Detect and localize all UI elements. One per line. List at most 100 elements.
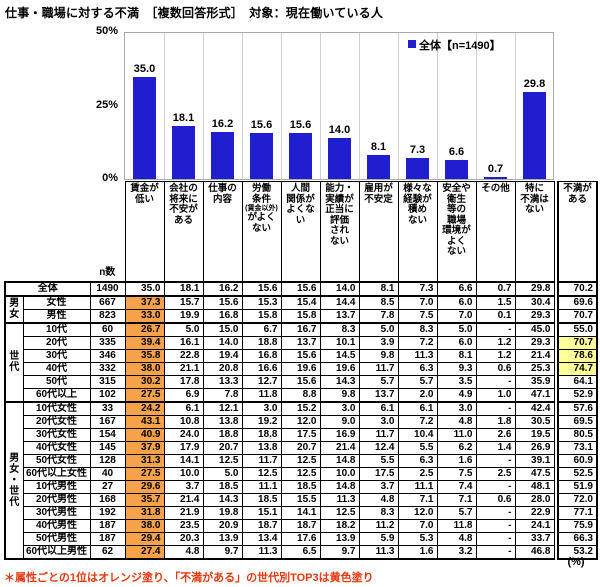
page-title: 仕事・職場に対する不満 ［複数回答形式］ 対象：現在働いている人 [5,6,384,20]
value-cell: 60.9 [557,453,598,468]
column-gap [554,415,558,428]
value-cell: 18.1 [163,280,204,296]
value-cell: 12.1 [202,400,243,416]
value-cell: 15.6 [280,280,321,296]
row-label-cell: 40代女性 [22,440,91,455]
column-gap [554,295,558,309]
value-cell: 4.8 [163,544,204,560]
value-cell: 13.7 [319,308,360,323]
category-header-cell: 特に 不満は ない [514,181,555,282]
value-cell: 14.1 [280,505,321,520]
gridline [398,33,399,179]
value-cell: 14.8 [319,453,360,468]
value-cell: 3.0 [319,400,360,416]
value-cell: 23.5 [163,518,204,533]
value-cell: 6.1 [358,400,399,416]
n-value-cell: 346 [89,348,126,363]
n-value-cell: 187 [89,518,126,533]
category-header-cell: 安全や 衛生 等の 職場 環境が よく ない [436,181,477,282]
n-value-cell: 1490 [89,280,126,296]
value-cell: 15.7 [163,294,204,310]
row-label-cell: 10代男性 [22,479,91,494]
value-cell: 57.6 [557,400,598,416]
column-gap [554,336,558,349]
row-label-cell: 40代 [22,361,91,376]
value-cell: 9.8 [319,387,360,402]
value-cell: 28.0 [514,492,555,507]
bar-value-label: 8.1 [370,141,387,153]
value-cell: 0.7 [475,280,516,296]
value-cell: 39.4 [124,335,165,350]
value-cell: 16.8 [202,308,243,323]
bar [484,177,507,179]
value-cell: 48.1 [514,479,555,494]
value-cell: 5.5 [358,453,399,468]
bar-value-label: 7.3 [409,144,426,156]
value-cell: 21.4 [514,348,555,363]
value-cell: 40.9 [124,427,165,442]
bar [367,155,390,179]
value-cell: 13.8 [202,414,243,429]
value-cell: 8.1 [436,348,477,363]
value-cell: 11.3 [241,544,282,560]
value-cell: 33.7 [514,531,555,546]
n-value-cell: 145 [89,440,126,455]
value-cell: 6.0 [436,335,477,350]
value-cell: 7.0 [397,518,438,533]
value-cell: 17.6 [280,531,321,546]
value-cell: 31.3 [124,453,165,468]
value-cell: 12.7 [241,374,282,389]
n-value-cell: 167 [89,414,126,429]
column-gap [554,281,558,296]
value-cell: 21.4 [319,440,360,455]
category-header-cell: 賃金が 低い [124,181,165,282]
value-cell: 9.7 [319,544,360,560]
value-cell: 15.4 [280,294,321,310]
value-cell: 19.6 [280,361,321,376]
value-cell: 2.5 [475,466,516,481]
n-value-cell: 315 [89,374,126,389]
value-cell: 6.7 [241,321,282,337]
value-cell: 29.3 [514,335,555,350]
bar-value-label: 14.0 [328,124,351,136]
value-cell: 1.0 [475,387,516,402]
n-value-cell: 332 [89,361,126,376]
value-cell: 22.8 [163,348,204,363]
value-cell: 20.9 [202,518,243,533]
value-cell: 69.6 [557,294,598,310]
row-label-cell: 全体 [4,280,91,296]
value-cell: 19.5 [514,427,555,442]
value-cell: - [475,518,516,533]
value-cell: 7.2 [397,335,438,350]
chart-legend: 全体【n=1490】 [408,37,501,53]
bar [211,132,234,179]
value-cell: 21.1 [163,361,204,376]
value-cell: 4.8 [358,492,399,507]
row-label-cell: 60代以上女性 [22,466,91,481]
bar [133,77,156,179]
value-cell: 1.6 [436,453,477,468]
bar-value-label: 18.1 [172,112,195,124]
value-cell: 11.7 [358,427,399,442]
column-gap [554,545,558,559]
row-label-cell: 30代女性 [22,427,91,442]
value-cell: 27.5 [124,387,165,402]
bar [406,158,429,179]
value-cell: 43.1 [124,414,165,429]
unit-label: (%) [567,556,585,568]
value-cell: 8.3 [319,321,360,337]
value-cell: 4.9 [436,387,477,402]
value-cell: 29.4 [124,531,165,546]
value-cell: 17.9 [163,440,204,455]
value-cell: - [475,531,516,546]
bar [172,126,195,179]
value-cell: 72.0 [557,492,598,507]
value-cell: 35.7 [124,492,165,507]
value-cell: 29.3 [514,308,555,323]
value-cell: 70.7 [557,335,598,350]
value-cell: 27.5 [124,466,165,481]
value-cell: 35.9 [514,374,555,389]
value-cell: 10.0 [319,466,360,481]
n-value-cell: 33 [89,400,126,416]
